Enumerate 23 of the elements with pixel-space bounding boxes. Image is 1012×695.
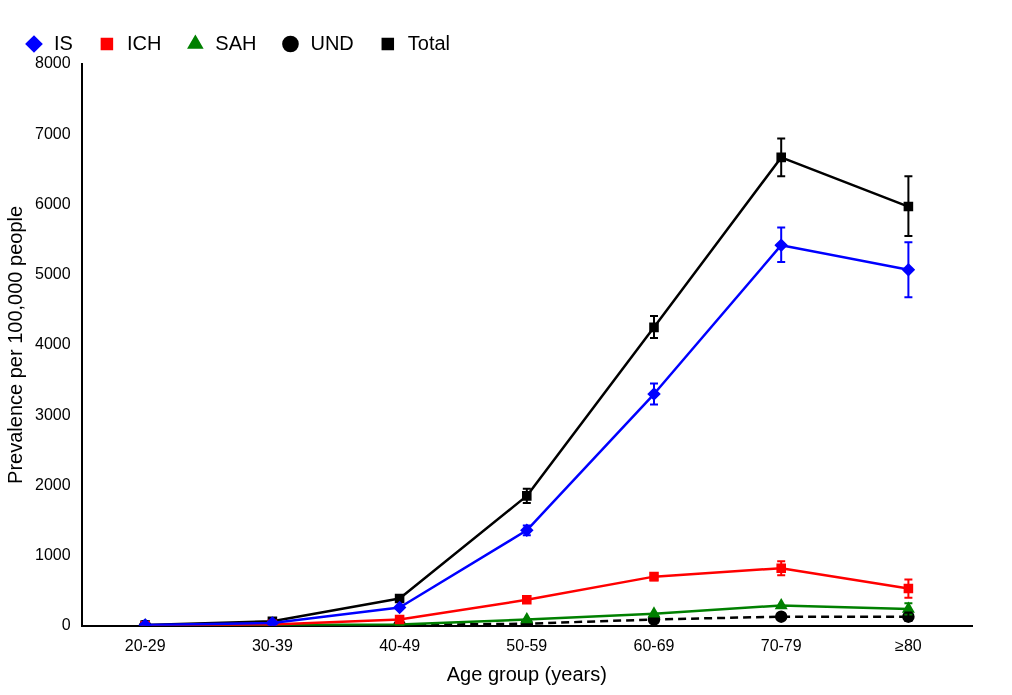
x-tick-label: 20-29 <box>124 636 166 654</box>
y-tick-label: 7000 <box>35 124 71 142</box>
y-axis-title: Prevalence per 100,000 people <box>3 205 26 484</box>
y-tick-label: 5000 <box>35 265 71 283</box>
x-tick-label: ≥80 <box>895 636 922 654</box>
x-tick-label: 60-69 <box>633 636 675 654</box>
legend-label: Total <box>407 31 451 54</box>
y-tick-label: 2000 <box>35 475 71 493</box>
y-tick-label: 0 <box>61 616 71 634</box>
y-tick-label: 1000 <box>35 545 71 563</box>
legend-label: ICH <box>126 31 162 54</box>
x-tick-label: 40-49 <box>379 636 421 654</box>
y-tick-label: 6000 <box>35 194 71 212</box>
y-tick-label: 4000 <box>35 335 71 353</box>
legend-label: SAH <box>215 31 257 54</box>
y-tick-label: 3000 <box>35 405 71 423</box>
x-tick-label: 70-79 <box>760 636 802 654</box>
legend-label: UND <box>310 31 354 54</box>
y-tick-label: 8000 <box>35 54 71 72</box>
x-tick-label: 50-59 <box>506 636 548 654</box>
legend-label: IS <box>54 31 73 54</box>
x-tick-label: 30-39 <box>251 636 293 654</box>
x-axis-title: Age group (years) <box>446 662 607 685</box>
